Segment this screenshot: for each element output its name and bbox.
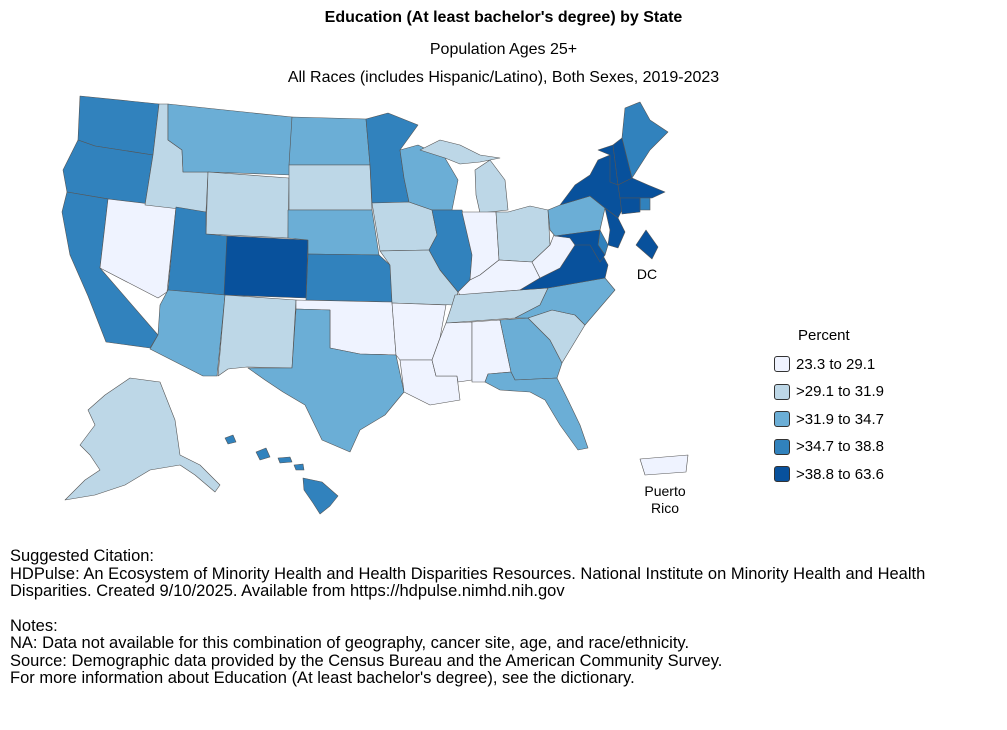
state-NC[interactable] [514,277,616,326]
legend-label: >38.8 to 63.6 [796,465,884,483]
state-SD[interactable] [288,164,373,211]
state-FL[interactable] [484,371,589,451]
legend-label: >29.1 to 31.9 [796,383,884,400]
state-AK[interactable] [64,377,221,501]
state-VT[interactable] [597,144,619,186]
notes-heading: Notes: [10,616,58,635]
choropleth-map: DC Puerto Rico [61,95,689,516]
legend-item: 23.3 to 29.1 [774,353,884,375]
legend-item: >38.8 to 63.6 [774,463,884,485]
state-MI[interactable] [419,139,509,214]
citation-heading: Suggested Citation: [10,547,155,565]
map-title: Education (At least bachelor's degree) b… [324,9,683,26]
legend-swatch [774,411,790,427]
note-na: NA: Data not available for this combinat… [10,634,690,652]
legend-title: Percent [798,327,850,344]
legend-swatch [774,356,790,372]
state-MT[interactable] [167,103,293,176]
legend-item: >34.7 to 38.8 [774,436,884,458]
state-ME[interactable] [621,101,669,179]
legend-swatch [774,438,790,455]
state-PR[interactable] [639,454,689,476]
legend-item: >29.1 to 31.9 [774,381,884,403]
state-AZ[interactable] [149,289,226,377]
state-ND[interactable] [288,116,371,166]
legend-label: 23.3 to 29.1 [796,355,876,373]
state-TX[interactable] [247,308,405,453]
state-NM[interactable] [217,294,297,377]
state-RI[interactable] [639,197,651,211]
note-dictionary: For more information about Education (At… [10,669,635,687]
legend-swatch [774,466,790,482]
state-MD[interactable] [554,229,606,263]
puerto-rico-label-line1: Puerto [644,483,685,499]
state-PA[interactable] [547,195,606,237]
state-IA[interactable] [371,201,438,252]
state-DC[interactable] [635,229,659,260]
legend: Percent 23.3 to 29.1 >29.1 to 31.9 >31.9… [774,327,884,491]
legend-label: >34.7 to 38.8 [796,438,884,455]
state-KS[interactable] [305,253,393,303]
map-subtitle-demographics: All Races (includes Hispanic/Latino), Bo… [287,69,720,86]
citation-text: HDPulse: An Ecosystem of Minority Health… [10,564,926,600]
state-WY[interactable] [205,171,290,239]
map-subtitle-population: Population Ages 25+ [429,41,578,58]
legend-label: >31.9 to 34.7 [796,410,884,428]
dc-label: DC [637,266,657,282]
puerto-rico-label-line2: Rico [651,500,679,516]
legend-swatch [774,383,790,400]
state-HI[interactable] [224,434,339,515]
state-NJ[interactable] [604,207,626,249]
legend-item: >31.9 to 34.7 [774,408,884,430]
note-source: Source: Demographic data provided by the… [10,651,723,670]
state-CO[interactable] [223,235,309,299]
footer: Suggested Citation: HDPulse: An Ecosyste… [10,547,995,688]
state-CT[interactable] [619,197,641,215]
